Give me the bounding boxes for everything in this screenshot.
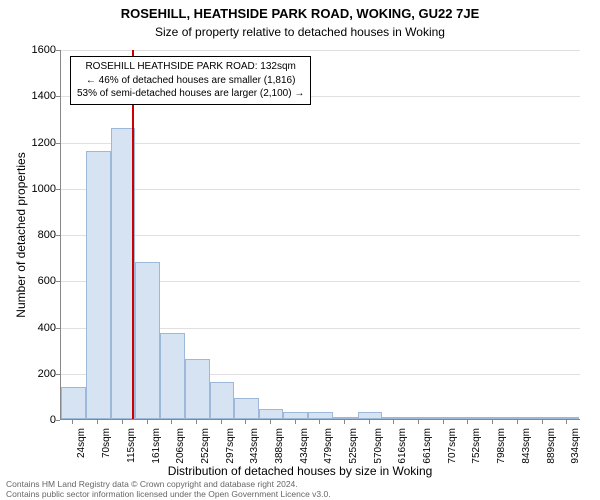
y-tick-label: 200	[38, 368, 56, 380]
x-tick	[319, 420, 320, 424]
x-tick-label: 24sqm	[76, 428, 87, 458]
x-tick-label: 206sqm	[175, 428, 186, 464]
annotation-box: ROSEHILL HEATHSIDE PARK ROAD: 132sqm ← 4…	[70, 56, 311, 105]
gridline	[61, 189, 580, 190]
histogram-bar	[308, 412, 332, 419]
histogram-bar	[259, 409, 283, 419]
x-tick	[418, 420, 419, 424]
footer-line2: Contains public sector information licen…	[6, 489, 331, 499]
y-tick	[56, 374, 60, 375]
x-axis-label: Distribution of detached houses by size …	[0, 464, 600, 478]
x-tick	[393, 420, 394, 424]
histogram-bar	[382, 417, 407, 419]
x-tick	[196, 420, 197, 424]
chart-title: ROSEHILL, HEATHSIDE PARK ROAD, WOKING, G…	[0, 6, 600, 21]
x-tick-label: 707sqm	[447, 428, 458, 464]
x-tick-label: 843sqm	[521, 428, 532, 464]
y-tick	[56, 235, 60, 236]
x-tick-label: 161sqm	[151, 428, 162, 464]
x-tick-label: 889sqm	[546, 428, 557, 464]
x-tick	[97, 420, 98, 424]
histogram-bar	[160, 333, 184, 419]
histogram-bar	[86, 151, 111, 419]
chart-subtitle: Size of property relative to detached ho…	[0, 25, 600, 39]
x-tick-label: 934sqm	[570, 428, 581, 464]
histogram-bar	[210, 382, 234, 419]
y-tick	[56, 189, 60, 190]
x-tick	[122, 420, 123, 424]
y-tick-label: 800	[38, 229, 56, 241]
plot-area	[60, 50, 580, 420]
x-tick-label: 525sqm	[348, 428, 359, 464]
x-tick	[72, 420, 73, 424]
histogram-bar	[135, 262, 160, 419]
x-tick	[369, 420, 370, 424]
x-tick	[270, 420, 271, 424]
histogram-bar	[358, 412, 382, 419]
y-tick	[56, 96, 60, 97]
x-tick	[566, 420, 567, 424]
property-marker-line	[132, 50, 134, 419]
footer-line1: Contains HM Land Registry data © Crown c…	[6, 479, 331, 489]
x-tick	[147, 420, 148, 424]
y-tick-label: 1400	[32, 90, 56, 102]
y-tick-label: 400	[38, 322, 56, 334]
y-tick-label: 1000	[32, 183, 56, 195]
y-tick	[56, 50, 60, 51]
y-tick	[56, 420, 60, 421]
histogram-bar	[234, 398, 259, 419]
histogram-bar	[283, 412, 308, 419]
x-tick-label: 798sqm	[496, 428, 507, 464]
gridline	[61, 235, 580, 236]
y-tick	[56, 328, 60, 329]
histogram-bar	[431, 417, 456, 419]
x-tick-label: 343sqm	[249, 428, 260, 464]
histogram-bar	[185, 359, 210, 419]
x-tick-label: 70sqm	[101, 428, 112, 458]
x-tick	[492, 420, 493, 424]
histogram-bar	[555, 417, 579, 419]
histogram-bar	[506, 417, 530, 419]
footer-attribution: Contains HM Land Registry data © Crown c…	[6, 479, 331, 499]
gridline	[61, 50, 580, 51]
annotation-line2: ← 46% of detached houses are smaller (1,…	[77, 74, 304, 88]
x-tick	[295, 420, 296, 424]
y-tick-label: 600	[38, 275, 56, 287]
histogram-bar	[333, 417, 358, 419]
x-tick-label: 479sqm	[323, 428, 334, 464]
histogram-bar	[456, 417, 480, 419]
x-tick-label: 661sqm	[422, 428, 433, 464]
histogram-bar	[530, 417, 555, 419]
x-tick-label: 115sqm	[126, 428, 137, 463]
y-axis-label: Number of detached properties	[14, 152, 28, 317]
x-tick-label: 388sqm	[274, 428, 285, 464]
x-tick	[467, 420, 468, 424]
x-tick-label: 297sqm	[225, 428, 236, 464]
x-tick-label: 434sqm	[299, 428, 310, 464]
histogram-chart: ROSEHILL, HEATHSIDE PARK ROAD, WOKING, G…	[0, 0, 600, 500]
histogram-bar	[61, 387, 86, 419]
x-tick	[443, 420, 444, 424]
x-tick-label: 752sqm	[471, 428, 482, 464]
y-tick	[56, 281, 60, 282]
annotation-line1: ROSEHILL HEATHSIDE PARK ROAD: 132sqm	[77, 60, 304, 74]
x-tick	[245, 420, 246, 424]
x-tick-label: 252sqm	[200, 428, 211, 464]
y-tick-label: 1200	[32, 137, 56, 149]
x-tick-label: 570sqm	[373, 428, 384, 464]
annotation-line3: 53% of semi-detached houses are larger (…	[77, 87, 304, 101]
histogram-bar	[407, 417, 431, 419]
histogram-bar	[481, 417, 506, 419]
gridline	[61, 143, 580, 144]
y-tick-label: 0	[50, 414, 56, 426]
x-tick	[221, 420, 222, 424]
x-tick	[171, 420, 172, 424]
x-tick-label: 616sqm	[397, 428, 408, 464]
y-tick-label: 1600	[32, 44, 56, 56]
x-tick	[542, 420, 543, 424]
x-tick	[344, 420, 345, 424]
y-tick	[56, 143, 60, 144]
x-tick	[517, 420, 518, 424]
